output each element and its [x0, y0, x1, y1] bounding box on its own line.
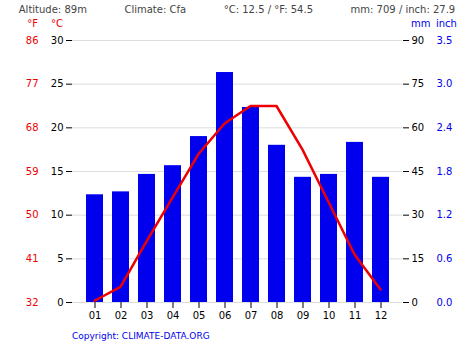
- svg-text:86: 86: [26, 35, 39, 46]
- svg-text:02: 02: [115, 310, 128, 321]
- html-text:mm: mm: [411, 18, 431, 29]
- svg-text:3.0: 3.0: [437, 78, 453, 89]
- svg-text:08: 08: [271, 310, 284, 321]
- html-text:inch: inch: [436, 18, 457, 29]
- svg-text:1.2: 1.2: [437, 209, 453, 220]
- svg-text:3.5: 3.5: [437, 35, 453, 46]
- html-text:Copyright: CLIMATE-DATA.ORG: Copyright: CLIMATE-DATA.ORG: [72, 331, 210, 341]
- html-text:Climate: Cfa: Climate: Cfa: [124, 4, 187, 15]
- svg-text:90: 90: [412, 35, 425, 46]
- svg-text:05: 05: [193, 310, 206, 321]
- svg-text:0.0: 0.0: [437, 297, 453, 308]
- svg-text:20: 20: [51, 122, 64, 133]
- svg-text:75: 75: [412, 78, 425, 89]
- svg-text:0: 0: [412, 297, 418, 308]
- svg-text:30: 30: [412, 209, 425, 220]
- svg-text:11: 11: [349, 310, 362, 321]
- html-text:°F: °F: [27, 18, 38, 29]
- svg-text:15: 15: [412, 253, 425, 264]
- svg-text:60: 60: [412, 122, 425, 133]
- html-text:Altitude: 89m: Altitude: 89m: [18, 4, 87, 15]
- svg-text:41: 41: [26, 253, 39, 264]
- html-text:mm: 709 / inch: 27.9: mm: 709 / inch: 27.9: [350, 4, 456, 15]
- svg-text:77: 77: [26, 78, 39, 89]
- svg-text:30: 30: [51, 35, 64, 46]
- svg-text:10: 10: [51, 209, 64, 220]
- svg-text:0.6: 0.6: [437, 253, 453, 264]
- svg-text:10: 10: [323, 310, 336, 321]
- svg-text:15: 15: [51, 166, 64, 177]
- html-text:°C: °C: [51, 18, 63, 29]
- svg-text:50: 50: [26, 209, 39, 220]
- svg-text:03: 03: [141, 310, 154, 321]
- svg-text:25: 25: [51, 78, 64, 89]
- svg-text:12: 12: [375, 310, 388, 321]
- svg-text:59: 59: [26, 166, 39, 177]
- svg-text:06: 06: [219, 310, 232, 321]
- svg-text:04: 04: [167, 310, 180, 321]
- svg-text:32: 32: [26, 297, 39, 308]
- svg-text:07: 07: [245, 310, 258, 321]
- svg-text:1.8: 1.8: [437, 166, 453, 177]
- svg-text:5: 5: [57, 253, 63, 264]
- svg-text:09: 09: [297, 310, 310, 321]
- html-text:°C: 12.5 / °F: 54.5: °C: 12.5 / °F: 54.5: [223, 4, 313, 15]
- svg-text:68: 68: [26, 122, 39, 133]
- svg-text:45: 45: [412, 166, 425, 177]
- svg-text:2.4: 2.4: [437, 122, 453, 133]
- svg-text:01: 01: [89, 310, 102, 321]
- svg-text:0: 0: [57, 297, 63, 308]
